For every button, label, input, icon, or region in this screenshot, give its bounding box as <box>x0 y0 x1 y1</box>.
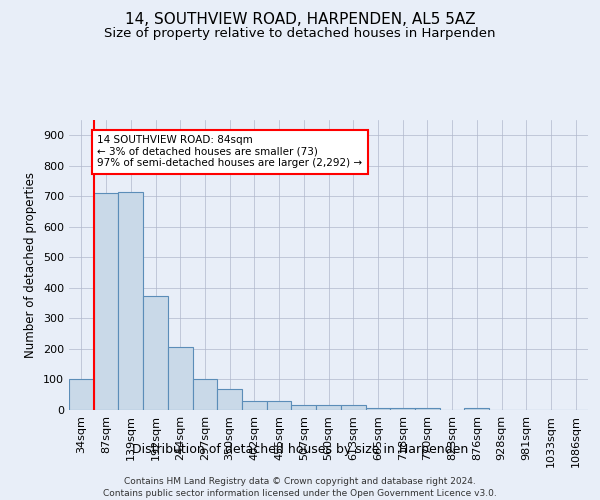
Bar <box>415 408 440 410</box>
Text: Distribution of detached houses by size in Harpenden: Distribution of detached houses by size … <box>132 442 468 456</box>
Text: Size of property relative to detached houses in Harpenden: Size of property relative to detached ho… <box>104 28 496 40</box>
Bar <box>217 388 242 410</box>
Bar <box>341 406 365 410</box>
Bar <box>390 408 415 410</box>
Bar <box>292 406 316 410</box>
Text: 14 SOUTHVIEW ROAD: 84sqm
← 3% of detached houses are smaller (73)
97% of semi-de: 14 SOUTHVIEW ROAD: 84sqm ← 3% of detache… <box>97 136 362 168</box>
Text: Contains public sector information licensed under the Open Government Licence v3: Contains public sector information licen… <box>103 489 497 498</box>
Y-axis label: Number of detached properties: Number of detached properties <box>25 172 37 358</box>
Text: Contains HM Land Registry data © Crown copyright and database right 2024.: Contains HM Land Registry data © Crown c… <box>124 478 476 486</box>
Bar <box>168 348 193 410</box>
Bar <box>143 296 168 410</box>
Bar <box>316 404 341 410</box>
Bar <box>94 194 118 410</box>
Bar <box>193 380 217 410</box>
Bar <box>365 408 390 410</box>
Text: 14, SOUTHVIEW ROAD, HARPENDEN, AL5 5AZ: 14, SOUTHVIEW ROAD, HARPENDEN, AL5 5AZ <box>125 12 475 28</box>
Bar <box>464 408 489 410</box>
Bar <box>242 402 267 410</box>
Bar <box>267 401 292 410</box>
Bar <box>69 380 94 410</box>
Bar <box>118 192 143 410</box>
